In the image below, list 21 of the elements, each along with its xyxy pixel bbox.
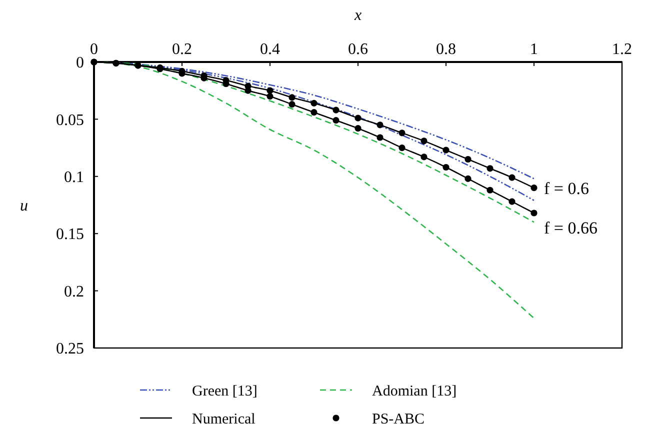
y-tick-label: 0.25 (56, 340, 84, 358)
annotation: f = 0.6 (544, 178, 589, 198)
x-axis-title: x (353, 7, 362, 24)
y-tick-label: 0.1 (64, 169, 84, 186)
x-tick-label: 1 (530, 41, 538, 58)
x-tick-label: 0.2 (172, 41, 192, 58)
x-tick-label: 0.8 (436, 41, 456, 58)
x-tick-label: 1.2 (612, 41, 632, 58)
y-axis-title: u (20, 198, 28, 215)
legend-label: PS-ABC (372, 411, 425, 428)
y-tick-label: 0 (76, 54, 84, 72)
y-tick-label: 0.05 (56, 112, 84, 129)
legend-label: Adomian [13] (372, 383, 457, 400)
y-tick-label: 0.2 (64, 283, 84, 300)
annotation: f = 0.66 (544, 218, 598, 238)
x-tick-label: 0.4 (260, 41, 280, 58)
x-tick-label: 0.6 (348, 41, 368, 58)
y-tick-label: 0.15 (56, 226, 84, 244)
x-tick-label: 0 (90, 41, 98, 58)
legend-label: Green [13] (192, 383, 258, 400)
legend-label: Numerical (192, 411, 256, 428)
